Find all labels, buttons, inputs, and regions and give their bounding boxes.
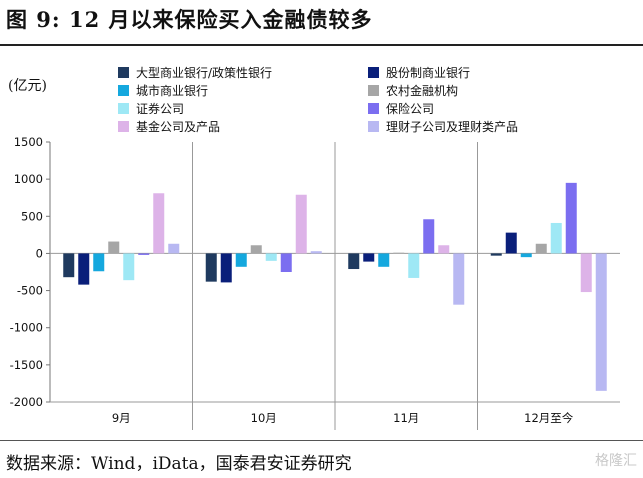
bar — [580, 253, 592, 293]
y-tick-label: 0 — [36, 246, 43, 260]
bar — [235, 253, 247, 267]
bar — [78, 253, 90, 285]
bar-chart: 1500 1000 500 0 -500 -1000 -1500 -2000 9月 10月 11月 1… — [10, 135, 620, 430]
bar — [453, 253, 465, 305]
legend-item: 城市商业银行 — [118, 82, 208, 99]
y-tick-label: -1000 — [10, 321, 43, 335]
legend-label: 基金公司及产品 — [136, 120, 221, 134]
legend-swatch — [118, 85, 129, 96]
x-category-label: 12月至今 — [524, 411, 574, 425]
footer-divider — [0, 440, 643, 441]
legend-label: 证券公司 — [136, 102, 185, 116]
bar — [220, 253, 232, 283]
legend-swatch — [368, 103, 379, 114]
bar — [310, 251, 322, 254]
bar — [280, 253, 292, 272]
bar — [348, 253, 360, 270]
bar — [138, 253, 150, 255]
legend-swatch — [118, 67, 129, 78]
bar — [408, 253, 420, 278]
bar — [438, 245, 450, 254]
y-tick-label: -500 — [17, 284, 43, 298]
y-tick-label: 1000 — [14, 172, 43, 186]
legend-label: 理财子公司及理财类产品 — [386, 120, 519, 134]
bar — [505, 232, 517, 254]
legend-item: 理财子公司及理财类产品 — [368, 118, 518, 135]
figure-title: 图 9: 12 月以来保险买入金融债较多 — [6, 7, 373, 32]
bar — [535, 243, 547, 254]
bar — [123, 253, 135, 281]
legend-swatch — [368, 85, 379, 96]
legend-item: 农村金融机构 — [368, 82, 458, 99]
bar — [93, 253, 105, 272]
legend-item: 证券公司 — [118, 100, 184, 117]
bar — [520, 253, 532, 258]
legend-label: 股份制商业银行 — [386, 66, 471, 80]
x-category-label: 10月 — [251, 411, 277, 425]
bar — [565, 182, 577, 254]
bar — [378, 253, 390, 267]
bar — [63, 253, 75, 278]
legend-swatch — [118, 103, 129, 114]
bar — [250, 245, 262, 254]
legend-item: 大型商业银行/政策性银行 — [118, 64, 272, 81]
bar — [550, 222, 562, 254]
watermark-logo: 格隆汇 — [595, 453, 637, 469]
y-tick-label: -2000 — [10, 395, 43, 409]
legend-item: 保险公司 — [368, 100, 434, 117]
bar — [295, 194, 307, 254]
legend-swatch — [368, 67, 379, 78]
legend-label: 农村金融机构 — [386, 84, 459, 98]
legend-label: 大型商业银行/政策性银行 — [136, 66, 273, 80]
data-source: 数据来源：Wind，iData，国泰君安证券研究 — [6, 454, 352, 474]
legend-swatch — [118, 121, 129, 132]
chart-legend: 大型商业银行/政策性银行 股份制商业银行城市商业银行 农村金融机构证券公司 保险公司基… — [118, 64, 638, 144]
y-tick-label: -1500 — [10, 358, 43, 372]
unit-label: (亿元) — [8, 78, 47, 94]
bar — [153, 193, 165, 254]
bar — [108, 241, 120, 254]
legend-item: 股份制商业银行 — [368, 64, 470, 81]
bar — [595, 253, 607, 391]
bar — [423, 219, 435, 254]
bar — [393, 252, 405, 254]
bar — [363, 253, 375, 262]
bar — [168, 243, 180, 254]
y-tick-label: 1500 — [14, 135, 43, 149]
x-category-label: 9月 — [112, 411, 131, 425]
title-divider — [0, 44, 643, 46]
legend-label: 城市商业银行 — [136, 84, 209, 98]
y-tick-label: 500 — [21, 209, 43, 223]
legend-item: 基金公司及产品 — [118, 118, 220, 135]
bar — [265, 253, 277, 261]
legend-label: 保险公司 — [386, 102, 435, 116]
x-category-label: 11月 — [393, 411, 419, 425]
legend-swatch — [368, 121, 379, 132]
bar — [205, 253, 217, 282]
bar — [490, 253, 502, 256]
